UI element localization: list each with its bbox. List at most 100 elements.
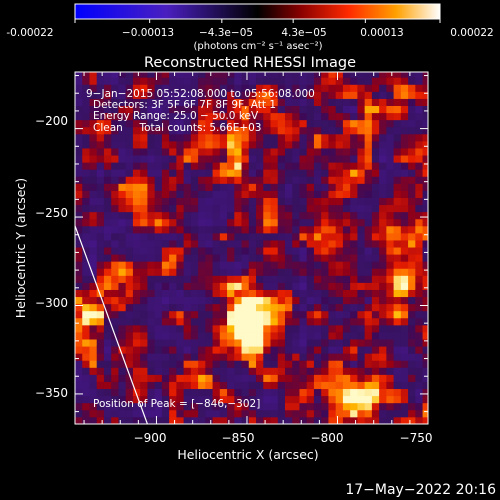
- heatmap-cell: [219, 112, 228, 121]
- heatmap-cell: [198, 261, 206, 269]
- heatmap-cell: [299, 346, 308, 354]
- heatmap-cell: [299, 119, 308, 128]
- heatmap-cell: [248, 176, 257, 184]
- heatmap-cell: [118, 240, 127, 248]
- heatmap-cell: [132, 119, 141, 128]
- heatmap-cell: [256, 119, 264, 128]
- heatmap-cell: [270, 225, 279, 234]
- heatmap-cell: [284, 296, 293, 305]
- heatmap-cell: [371, 395, 380, 404]
- heatmap-cell: [212, 176, 221, 184]
- heatmap-cell: [335, 261, 344, 269]
- heatmap-cell: [408, 232, 416, 241]
- heatmap-cell: [342, 155, 351, 163]
- heatmap-cell: [169, 346, 177, 354]
- heatmap-cell: [212, 339, 221, 347]
- heatmap-cell: [89, 133, 98, 142]
- heatmap-cell: [415, 240, 423, 248]
- heatmap-cell: [118, 388, 127, 397]
- heatmap-cell: [263, 282, 271, 290]
- heatmap-cell: [400, 360, 409, 368]
- heatmap-cell: [313, 339, 322, 347]
- heatmap-cell: [132, 232, 141, 241]
- heatmap-cell: [205, 332, 213, 340]
- heatmap-cell: [140, 98, 148, 107]
- heatmap-cell: [284, 119, 293, 128]
- heatmap-cell: [89, 247, 98, 255]
- heatmap-cell: [364, 324, 373, 333]
- annotation-detectors: Detectors: 3F 5F 6F 7F 8F 9F, Att 1: [93, 99, 276, 111]
- heatmap-cell: [169, 84, 177, 92]
- heatmap-cell: [118, 353, 127, 361]
- heatmap-cell: [241, 303, 250, 312]
- heatmap-cell: [284, 105, 293, 114]
- heatmap-cell: [408, 72, 416, 78]
- heatmap-cell: [371, 324, 380, 333]
- heatmap-cell: [234, 296, 242, 305]
- heatmap-cell: [256, 268, 264, 276]
- heatmap-cell: [234, 289, 242, 298]
- heatmap-cell: [364, 140, 373, 149]
- heatmap-cell: [118, 225, 127, 234]
- heatmap-cell: [169, 317, 177, 326]
- heatmap-cell: [364, 176, 373, 184]
- heatmap-cell: [96, 332, 105, 340]
- heatmap-cell: [103, 339, 112, 347]
- heatmap-cell: [154, 218, 163, 227]
- heatmap-cell: [205, 232, 213, 241]
- heatmap-cell: [277, 105, 286, 114]
- heatmap-cell: [386, 388, 394, 397]
- heatmap-cell: [328, 190, 337, 198]
- heatmap-cell: [82, 204, 90, 213]
- heatmap-cell: [306, 310, 315, 319]
- heatmap-cell: [364, 268, 373, 276]
- heatmap-cell: [321, 240, 329, 248]
- colorbar-ticks: [74, 19, 441, 23]
- heatmap-cell: [364, 98, 373, 107]
- heatmap-cell: [161, 282, 170, 290]
- heatmap-cell: [190, 240, 199, 248]
- heatmap-cell: [313, 169, 322, 177]
- heatmap-cell: [415, 169, 423, 177]
- heatmap-cell: [227, 275, 235, 283]
- heatmap-cell: [125, 324, 134, 333]
- heatmap-cell: [277, 381, 286, 390]
- heatmap-cell: [241, 169, 250, 177]
- heatmap-cell: [342, 105, 351, 114]
- heatmap-cell: [89, 332, 98, 340]
- heatmap-cell: [75, 162, 83, 170]
- heatmap-cell: [89, 275, 98, 283]
- heatmap-cell: [256, 105, 264, 114]
- heatmap-cell: [415, 183, 423, 191]
- heatmap-cell: [313, 105, 322, 114]
- heatmap-cell: [422, 126, 428, 135]
- heatmap-cell: [169, 402, 177, 411]
- heatmap-cell: [227, 388, 235, 397]
- heatmap-cell: [111, 254, 119, 262]
- heatmap-cell: [335, 169, 344, 177]
- heatmap-cell: [350, 303, 358, 312]
- heatmap-cell: [393, 374, 402, 382]
- y-tick-label-1: −250: [35, 206, 68, 220]
- heatmap-cell: [415, 310, 423, 319]
- plot-area: [75, 72, 428, 424]
- heatmap-cell: [379, 148, 387, 156]
- heatmap-cell: [292, 324, 300, 333]
- heatmap-cell: [364, 367, 373, 375]
- heatmap-cell: [321, 204, 329, 213]
- heatmap-cell: [408, 303, 416, 312]
- heatmap-cell: [125, 282, 134, 290]
- heatmap-cell: [263, 303, 271, 312]
- heatmap-cell: [335, 374, 344, 382]
- heatmap-cell: [321, 169, 329, 177]
- heatmap-cell: [147, 367, 156, 375]
- heatmap-cell: [415, 381, 423, 390]
- heatmap-cell: [183, 98, 192, 107]
- heatmap-cell: [335, 268, 344, 276]
- heatmap-cell: [371, 367, 380, 375]
- heatmap-cell: [248, 119, 257, 128]
- heatmap-cell: [342, 247, 351, 255]
- heatmap-cell: [147, 282, 156, 290]
- heatmap-cell: [89, 169, 98, 177]
- heatmap-cell: [96, 367, 105, 375]
